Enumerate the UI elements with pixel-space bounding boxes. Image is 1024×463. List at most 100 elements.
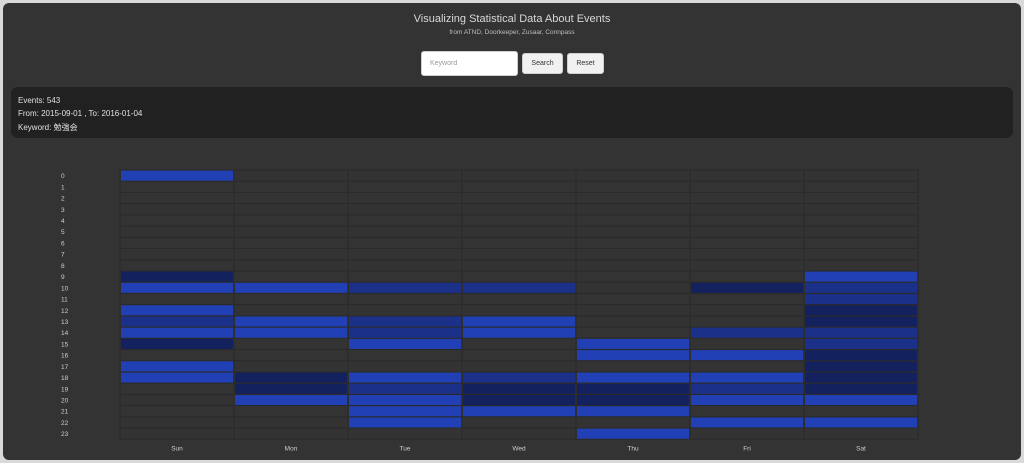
heatmap-cell [121,372,233,383]
heatmap-cell [577,428,689,439]
events-count: Events: 543 [18,96,61,105]
x-tick-label: Sat [856,445,866,452]
y-tick-label: 6 [61,240,65,247]
heatmap-cell [463,383,575,394]
x-tick-label: Tue [400,445,411,452]
heatmap-cell [805,271,917,282]
heatmap-cell [805,327,917,338]
heatmap-cell [349,372,461,383]
heatmap-cell [121,305,233,316]
keyword-input[interactable] [421,51,518,76]
y-tick-label: 17 [61,364,69,371]
y-tick-label: 2 [61,196,65,203]
heatmap-cell [235,372,347,383]
keyword-label: Keyword: 勉強会 [18,123,78,132]
heatmap-cell [235,327,347,338]
y-tick-label: 9 [61,274,65,281]
heatmap-cell [349,417,461,428]
search-button[interactable]: Search [522,53,563,74]
y-tick-label: 11 [61,297,68,304]
y-tick-label: 12 [61,308,69,315]
heatmap-cell [121,282,233,293]
x-tick-label: Mon [285,445,298,452]
app-frame: Visualizing Statistical Data About Event… [3,3,1021,460]
y-tick-label: 10 [61,285,69,292]
heatmap-cell [691,282,803,293]
heatmap-cell [577,350,689,361]
heatmap-cell [121,327,233,338]
y-tick-label: 20 [61,398,69,405]
heatmap-cell [691,417,803,428]
y-tick-label: 0 [61,173,65,180]
heatmap-cell [577,338,689,349]
heatmap-cell [805,417,917,428]
y-tick-label: 23 [61,431,69,438]
heatmap-cell [349,282,461,293]
heatmap-cell [691,327,803,338]
y-tick-label: 5 [61,229,65,236]
heatmap-cell [805,282,917,293]
y-tick-label: 14 [61,330,69,337]
y-tick-label: 3 [61,207,65,214]
heatmap-cell [349,395,461,406]
heatmap-cell [349,327,461,338]
heatmap-cell [121,316,233,327]
heatmap-cell [235,316,347,327]
page-subtitle: from ATND, Doorkeeper, Zusaar, Connpass [449,29,575,36]
x-tick-label: Sun [171,445,183,452]
heatmap-cell [805,361,917,372]
heatmap-cell [349,406,461,417]
heatmap-cell [691,395,803,406]
heatmap-cell [463,395,575,406]
heatmap-cell [121,361,233,372]
y-tick-label: 18 [61,375,69,382]
y-tick-label: 1 [61,184,65,191]
heatmap-cell [805,372,917,383]
heatmap-cell [805,305,917,316]
x-tick-label: Thu [627,445,639,452]
y-tick-label: 8 [61,263,65,270]
y-tick-label: 19 [61,386,69,393]
y-tick-label: 7 [61,252,65,259]
heatmap-cell [691,383,803,394]
y-tick-label: 21 [61,409,69,416]
heatmap-cell [349,383,461,394]
heatmap-cell [805,294,917,305]
heatmap-cell [349,316,461,327]
y-tick-label: 15 [61,341,69,348]
page-title: Visualizing Statistical Data About Event… [413,13,611,25]
heatmap-cell [463,282,575,293]
heatmap-cell [577,395,689,406]
y-tick-label: 4 [61,218,65,225]
heatmap-cell [235,282,347,293]
heatmap-grid [119,169,919,440]
heatmap-cell [577,406,689,417]
x-tick-label: Fri [743,445,751,452]
y-tick-label: 13 [61,319,69,326]
date-range: From: 2015-09-01 , To: 2016-01-04 [18,109,143,118]
heatmap-chart: 01234567891011121314151617181920212223Su… [61,169,919,452]
heatmap-cell [349,338,461,349]
heatmap-cell [121,170,233,181]
heatmap-cell [121,338,233,349]
y-tick-label: 16 [61,353,69,360]
heatmap-cell [805,383,917,394]
heatmap-cell [805,395,917,406]
y-tick-label: 22 [61,420,69,427]
heatmap-cell [463,372,575,383]
info-panel: Events: 543 From: 2015-09-01 , To: 2016-… [11,87,1013,138]
heatmap-cell [235,383,347,394]
heatmap-cell [463,327,575,338]
heatmap-cell [577,372,689,383]
heatmap-cell [691,350,803,361]
heatmap-cell [805,338,917,349]
heatmap-cell [805,350,917,361]
reset-button[interactable]: Reset [567,53,604,74]
heatmap-cell [463,406,575,417]
heatmap-cell [805,316,917,327]
heatmap-cell [691,372,803,383]
heatmap-cell [463,316,575,327]
heatmap-cell [235,395,347,406]
x-tick-label: Wed [512,445,526,452]
heatmap-cell [121,271,233,282]
